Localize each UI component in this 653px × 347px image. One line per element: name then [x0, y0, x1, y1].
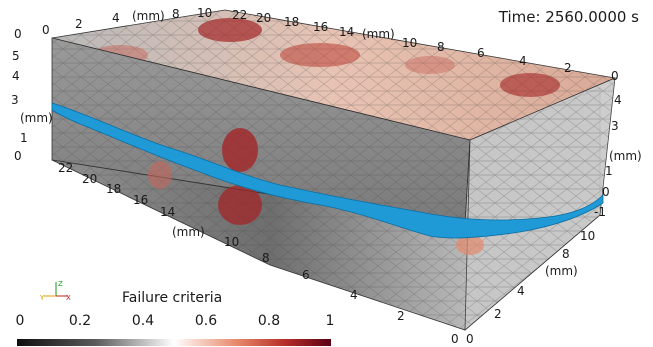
colorbar-tick: 0.8 [257, 313, 281, 329]
svg-text:(mm): (mm) [362, 27, 395, 41]
svg-text:Z: Z [58, 280, 63, 288]
svg-text:0: 0 [451, 332, 459, 346]
svg-text:2: 2 [75, 17, 83, 31]
svg-text:2: 2 [494, 307, 502, 321]
svg-text:16: 16 [313, 20, 328, 34]
crack-band [51, 102, 604, 239]
svg-text:18: 18 [106, 182, 121, 196]
svg-text:4: 4 [519, 54, 527, 68]
svg-text:2: 2 [564, 61, 572, 75]
svg-text:0: 0 [466, 332, 474, 346]
svg-text:20: 20 [256, 11, 271, 25]
svg-text:16: 16 [133, 193, 148, 207]
svg-text:1: 1 [20, 131, 28, 145]
svg-text:6: 6 [477, 46, 485, 60]
svg-text:8: 8 [562, 247, 570, 261]
svg-text:0: 0 [602, 185, 610, 199]
colorbar-tick: 0.2 [68, 313, 92, 329]
svg-text:10: 10 [580, 229, 595, 243]
svg-text:5: 5 [12, 49, 20, 63]
svg-text:(mm): (mm) [172, 225, 205, 239]
svg-text:8: 8 [437, 40, 445, 54]
colorbar-tick: 0.4 [131, 313, 155, 329]
svg-text:(mm): (mm) [545, 264, 578, 278]
svg-text:4: 4 [517, 284, 525, 298]
svg-text:14: 14 [339, 25, 354, 39]
svg-text:10: 10 [224, 235, 239, 249]
colorbar [17, 339, 331, 346]
svg-text:8: 8 [172, 7, 180, 21]
svg-text:0: 0 [42, 23, 50, 37]
svg-text:(mm): (mm) [20, 111, 53, 125]
svg-text:4: 4 [12, 69, 20, 83]
svg-text:6: 6 [302, 268, 310, 282]
svg-text:0: 0 [14, 149, 22, 163]
svg-text:-1: -1 [594, 205, 606, 219]
svg-text:22: 22 [58, 161, 73, 175]
svg-text:(mm): (mm) [609, 149, 642, 163]
svg-text:4: 4 [614, 93, 622, 107]
axis-labels: 0 2 4 (mm) 8 10 22 20 18 16 14 (mm) 10 8… [11, 6, 642, 346]
time-label: Time: 2560.0000 s [498, 8, 639, 26]
svg-text:3: 3 [611, 119, 619, 133]
svg-text:X: X [66, 294, 71, 302]
svg-text:3: 3 [11, 93, 19, 107]
svg-text:18: 18 [284, 15, 299, 29]
svg-text:1: 1 [605, 164, 613, 178]
svg-text:22: 22 [232, 8, 247, 22]
colorbar-tick: 0.6 [194, 313, 218, 329]
orientation-axes-icon: Z Y X [39, 280, 71, 302]
svg-text:4: 4 [350, 288, 358, 302]
svg-text:8: 8 [262, 251, 270, 265]
svg-text:4: 4 [112, 11, 120, 25]
svg-text:14: 14 [160, 205, 175, 219]
svg-text:20: 20 [82, 172, 97, 186]
colorbar-tick: 0 [15, 313, 25, 329]
svg-text:10: 10 [197, 6, 212, 20]
svg-text:0: 0 [611, 69, 619, 83]
colorbar-tick: 1 [325, 313, 335, 329]
svg-text:10: 10 [402, 36, 417, 50]
svg-text:0: 0 [14, 27, 22, 41]
colorbar-title: Failure criteria [122, 290, 223, 306]
svg-text:(mm): (mm) [132, 9, 165, 23]
svg-text:Y: Y [39, 294, 45, 302]
svg-text:2: 2 [397, 309, 405, 323]
